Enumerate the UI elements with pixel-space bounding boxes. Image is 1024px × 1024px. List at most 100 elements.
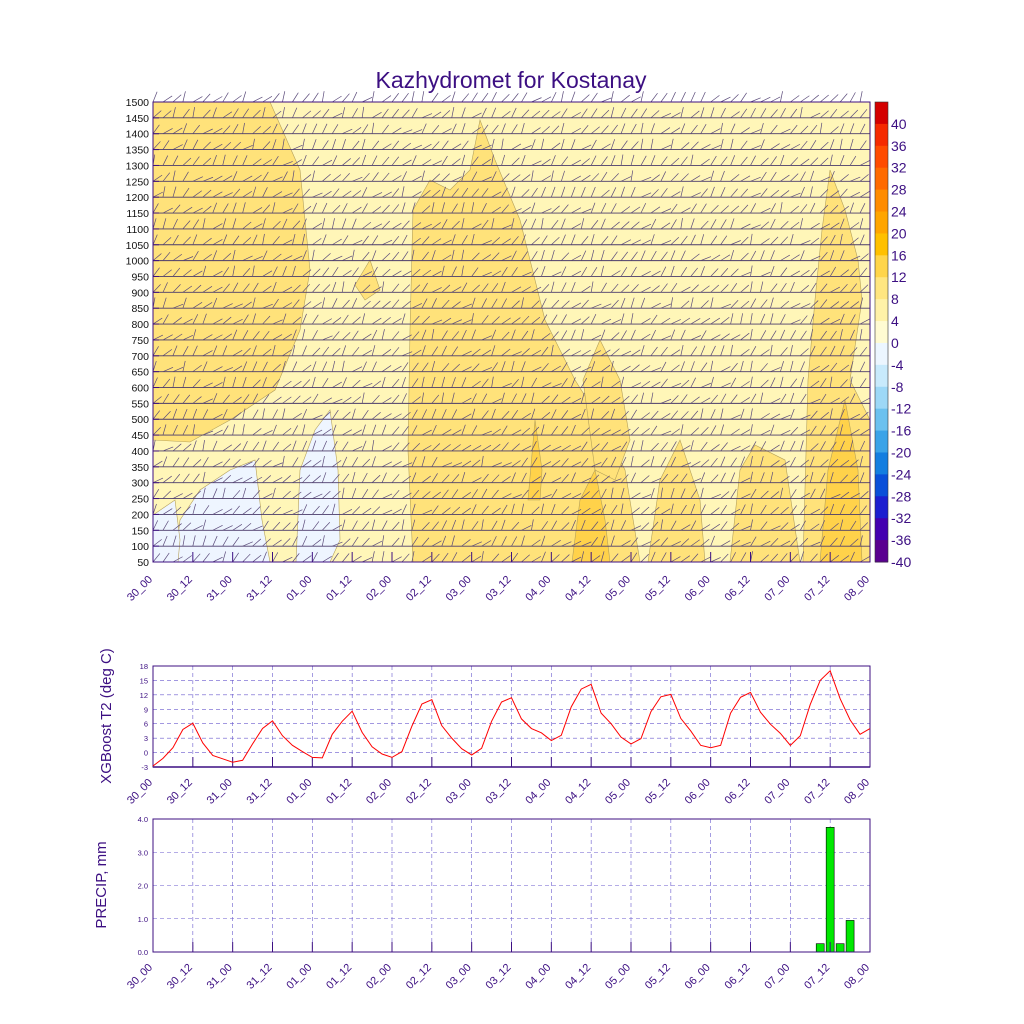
wind-barb <box>481 159 491 166</box>
wind-barb <box>859 123 866 134</box>
wind-barb <box>551 394 559 404</box>
wind-barb <box>660 413 671 420</box>
wind-barb <box>481 92 489 103</box>
wind-barb <box>451 286 462 293</box>
wind-barb <box>232 319 243 325</box>
wind-barb <box>461 397 472 404</box>
wind-barb <box>451 392 455 404</box>
wind-barb <box>720 393 727 404</box>
wind-barb <box>570 424 576 436</box>
wind-barb <box>501 392 505 404</box>
wind-barb <box>790 124 798 134</box>
wind-barb <box>610 332 620 341</box>
wind-barb <box>570 186 576 198</box>
wind-barb <box>620 94 630 103</box>
wind-barb <box>262 394 270 404</box>
wind-barb <box>322 522 331 531</box>
wind-barb <box>491 107 497 118</box>
wind-barb <box>800 240 811 246</box>
wind-barb <box>371 361 377 372</box>
height-tick-label: 1300 <box>126 160 150 172</box>
wind-barb <box>431 553 440 563</box>
wind-barb <box>312 414 323 420</box>
wind-barb <box>809 553 818 563</box>
wind-barb <box>531 160 542 166</box>
wind-barb <box>809 471 814 483</box>
wind-barb <box>162 552 170 563</box>
wind-barb <box>202 128 213 135</box>
wind-barb <box>780 220 789 230</box>
wind-barb <box>541 126 550 134</box>
wind-barb <box>481 367 492 372</box>
wind-barb <box>620 186 625 198</box>
wind-barb <box>690 218 695 230</box>
wind-barb <box>322 397 332 404</box>
wind-barb <box>391 489 400 499</box>
wind-barb <box>660 335 672 341</box>
wind-barb <box>172 235 179 245</box>
wind-barb <box>720 382 731 388</box>
wind-barb <box>491 92 497 103</box>
wind-barb <box>401 251 409 261</box>
wind-barb <box>172 303 184 309</box>
wind-barb <box>610 478 622 484</box>
wind-barb <box>541 314 548 325</box>
wind-barb <box>312 552 318 563</box>
wind-barb <box>710 334 721 341</box>
colorbar-swatch <box>875 255 888 278</box>
wind-barb <box>312 156 320 166</box>
wind-barb <box>212 556 223 563</box>
wind-barb <box>401 492 412 499</box>
wind-barb <box>461 282 468 293</box>
wind-barb <box>511 360 515 372</box>
wind-barb <box>371 122 375 134</box>
wind-barb <box>680 235 688 245</box>
wind-barb <box>222 192 233 198</box>
wind-barb <box>312 268 321 277</box>
wind-barb <box>252 313 256 325</box>
colorbar-swatch <box>875 496 888 519</box>
wind-barb <box>590 537 598 547</box>
wind-barb <box>600 125 609 134</box>
wind-barb <box>581 285 591 293</box>
precip-time-tick-label: 30_12 <box>165 962 195 992</box>
wind-barb <box>720 284 729 293</box>
height-tick-label: 1450 <box>126 113 150 125</box>
wind-barb <box>680 344 684 356</box>
wind-barb <box>331 281 337 293</box>
wind-barb <box>541 472 547 483</box>
wind-barb <box>750 424 753 436</box>
wind-barb <box>640 297 646 309</box>
wind-barb <box>292 425 298 436</box>
wind-barb <box>222 425 229 436</box>
wind-barb <box>740 204 749 214</box>
wind-barb <box>451 107 455 118</box>
wind-barb <box>381 445 392 452</box>
wind-barb <box>501 154 506 166</box>
wind-barb <box>630 455 634 467</box>
colorbar-label: 4 <box>891 313 899 329</box>
precip-time-tick-label: 07_00 <box>762 962 792 992</box>
time-tick-label: 03_00 <box>444 574 474 604</box>
wind-barb <box>680 329 686 341</box>
wind-barb <box>620 251 628 261</box>
wind-barb <box>411 315 420 325</box>
wind-barb <box>740 300 750 309</box>
wind-barb <box>391 347 400 357</box>
wind-barb <box>192 535 196 547</box>
wind-barb <box>212 393 218 404</box>
wind-barb <box>650 551 656 563</box>
wind-barb <box>660 378 668 388</box>
time-tick-label: 04_12 <box>563 574 593 604</box>
wind-barb <box>352 446 363 452</box>
wind-barb <box>381 191 392 198</box>
wind-barb <box>202 457 209 468</box>
wind-barb <box>800 537 809 547</box>
wind-barb <box>770 189 780 198</box>
wind-barb <box>471 521 479 531</box>
wind-barb <box>222 252 232 261</box>
temperature-area <box>295 409 341 563</box>
wind-barb <box>312 192 323 198</box>
wind-barb <box>859 191 870 198</box>
wind-barb <box>411 222 422 230</box>
